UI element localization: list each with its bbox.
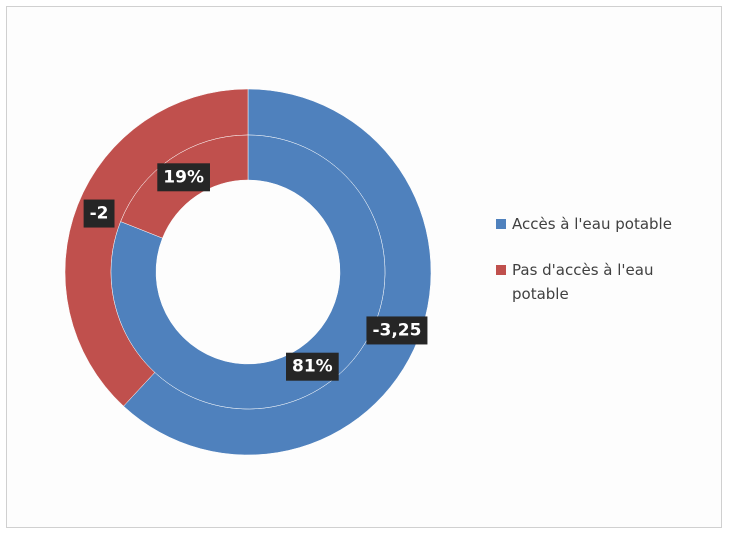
data-label-box [157,163,210,192]
data-label: -3,25 [366,316,428,345]
data-label-text: -3,25 [372,320,421,340]
data-label-text: 81% [292,357,333,377]
data-label-text: -2 [90,204,109,224]
legend-swatch [496,219,506,229]
data-label-box [286,352,339,381]
legend-label: Accès à l'eau potable [512,215,672,233]
legend: Accès à l'eau potable Pas d'accès à l'eau… [496,212,716,328]
legend-item: Accès à l'eau potable [496,212,716,236]
legend-item: Pas d'accès à l'eau potable [496,258,716,306]
data-label-text: 19% [163,167,204,187]
legend-label: Pas d'accès à l'eau potable [512,261,654,303]
data-label-box [366,316,428,345]
data-label: 19% [157,163,210,192]
donut-segment [110,134,386,410]
data-label-box [83,199,115,228]
legend-swatch [496,265,506,275]
data-label: 81% [286,352,339,381]
data-label: -2 [83,199,115,228]
